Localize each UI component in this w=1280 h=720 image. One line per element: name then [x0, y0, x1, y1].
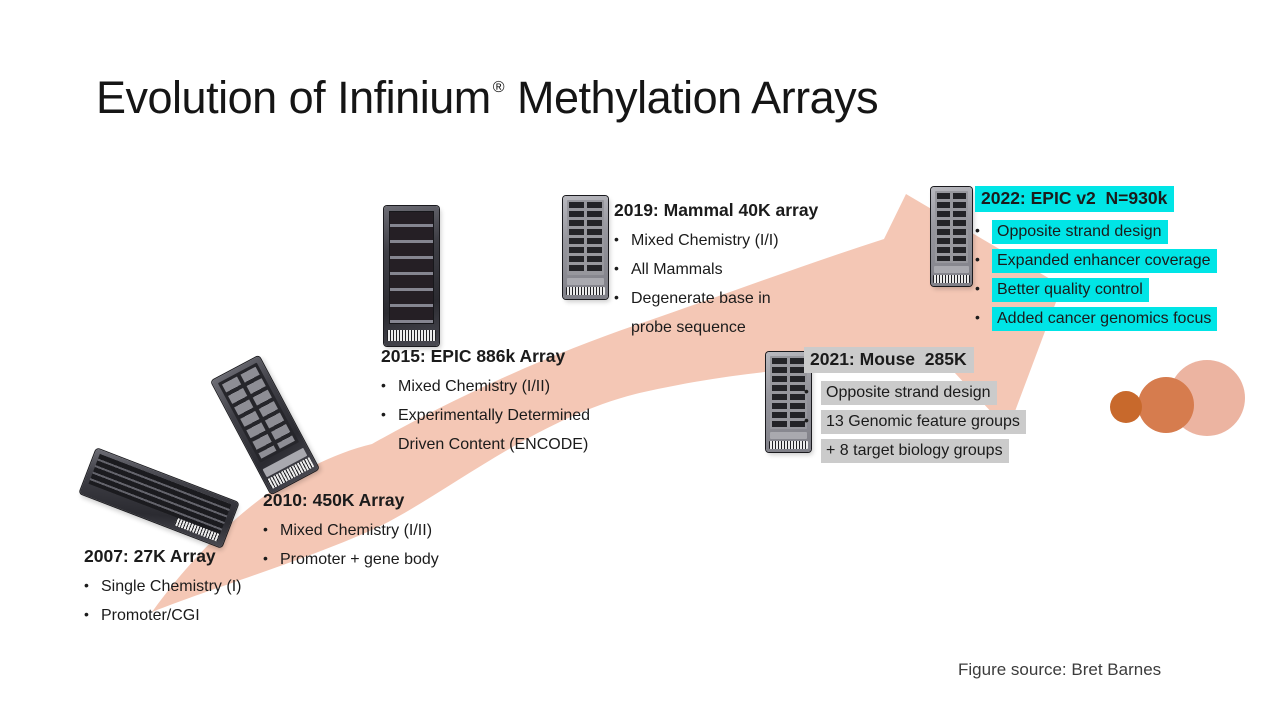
- bullet-icon: •: [975, 251, 980, 267]
- growth-arrow-path: [152, 194, 1062, 612]
- beadchip-wells: [770, 356, 807, 429]
- registered-trademark-icon: ®: [492, 79, 505, 96]
- bullet-icon: •: [84, 606, 89, 622]
- bullet-icon: •: [975, 309, 980, 325]
- beadchip-barcode: [768, 440, 809, 449]
- milestone-2010: 2010: 450K Array • Mixed Chemistry (I/II…: [263, 490, 443, 577]
- bullet-icon: •: [84, 577, 89, 593]
- list-item: • Better quality control: [975, 278, 1217, 302]
- beadchip-barcode: [387, 329, 436, 342]
- bullet-icon: •: [975, 280, 980, 296]
- list-item: • Degenerate base in: [614, 289, 771, 307]
- milestone-2021-heading: 2021: Mouse 285K: [804, 347, 974, 373]
- bullet-icon: •: [614, 231, 619, 247]
- list-item-continuation: + 8 target biology groups: [804, 439, 1026, 463]
- milestone-2022-heading: 2022: EPIC v2 N=930k: [975, 186, 1175, 212]
- beadchip-mouse285k-image: [766, 352, 811, 452]
- list-item: • 13 Genomic feature groups: [804, 410, 1026, 434]
- beadchip-label: [566, 277, 605, 286]
- title-main: Evolution of Infinium: [96, 72, 491, 123]
- list-item: • Opposite strand design: [975, 220, 1217, 244]
- bullet-icon: •: [381, 406, 386, 422]
- beadchip-epicv2-image: [931, 187, 972, 286]
- beadchip-label: [934, 265, 969, 273]
- list-item-continuation: Driven Content (ENCODE): [398, 436, 589, 453]
- list-item: • Single Chemistry (I): [84, 577, 242, 595]
- bullet-icon: •: [381, 377, 386, 393]
- list-item: • Experimentally Determined: [381, 406, 591, 424]
- list-item: • Mixed Chemistry (I/II): [263, 521, 433, 539]
- list-item: • Mixed Chemistry (I/I): [614, 231, 779, 249]
- list-item: • Mixed Chemistry (I/II): [381, 377, 551, 395]
- bullet-icon: •: [614, 260, 619, 276]
- list-item: • All Mammals: [614, 260, 723, 278]
- list-item: • Promoter + gene body: [263, 550, 439, 568]
- milestone-2021: 2021: Mouse 285K • Opposite strand desig…: [804, 347, 1026, 468]
- milestone-2019: 2019: Mammal 40K array • Mixed Chemistry…: [614, 200, 818, 345]
- beadchip-epic886k-image: [384, 206, 439, 346]
- beadchip-barcode: [933, 274, 970, 283]
- growth-circle-small: [1110, 391, 1142, 423]
- beadchip-label: [769, 431, 808, 439]
- bullet-icon: •: [614, 289, 619, 305]
- bullet-icon: •: [263, 550, 268, 566]
- milestone-2022: 2022: EPIC v2 N=930k • Opposite strand d…: [975, 186, 1218, 336]
- beadchip-wells: [567, 200, 604, 276]
- milestone-2015-heading: 2015: EPIC 886k Array: [381, 346, 566, 366]
- milestone-2019-heading: 2019: Mammal 40K array: [614, 200, 819, 220]
- milestone-2010-heading: 2010: 450K Array: [263, 490, 405, 510]
- milestone-2015: 2015: EPIC 886k Array • Mixed Chemistry …: [381, 346, 594, 462]
- list-item: • Opposite strand design: [804, 381, 1026, 405]
- list-item: • Expanded enhancer coverage: [975, 249, 1217, 273]
- bullet-icon: •: [804, 412, 809, 428]
- title-rest: Methylation Arrays: [517, 72, 879, 123]
- beadchip-mammal40k-image: [563, 196, 608, 299]
- growth-circle-medium: [1138, 377, 1194, 433]
- beadchip-stripes: [388, 210, 435, 324]
- bullet-icon: •: [804, 383, 809, 399]
- list-item-continuation: probe sequence: [631, 319, 746, 336]
- figure-source-credit: Figure source: Bret Barnes: [958, 660, 1162, 679]
- page-title: Evolution of Infinium ® Methylation Arrays: [96, 72, 879, 124]
- beadchip-barcode: [565, 287, 606, 296]
- milestone-2007: 2007: 27K Array • Single Chemistry (I) •…: [84, 546, 245, 633]
- list-item: • Added cancer genomics focus: [975, 307, 1218, 331]
- bullet-icon: •: [263, 521, 268, 537]
- beadchip-wells: [934, 190, 969, 264]
- bullet-icon: •: [975, 222, 980, 238]
- list-item: • Promoter/CGI: [84, 606, 200, 624]
- milestone-2007-heading: 2007: 27K Array: [84, 546, 216, 566]
